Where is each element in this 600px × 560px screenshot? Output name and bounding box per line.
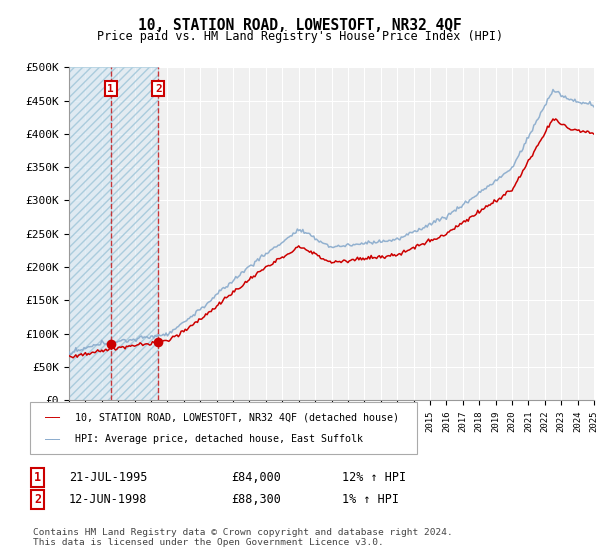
Text: ——: —— (45, 433, 60, 446)
Text: £84,000: £84,000 (231, 470, 281, 484)
Text: £88,300: £88,300 (231, 493, 281, 506)
Text: 1% ↑ HPI: 1% ↑ HPI (342, 493, 399, 506)
Text: 2: 2 (155, 83, 161, 94)
Text: HPI: Average price, detached house, East Suffolk: HPI: Average price, detached house, East… (75, 435, 363, 444)
Text: 1: 1 (34, 470, 41, 484)
Text: 10, STATION ROAD, LOWESTOFT, NR32 4QF (detached house): 10, STATION ROAD, LOWESTOFT, NR32 4QF (d… (75, 413, 399, 423)
Text: 10, STATION ROAD, LOWESTOFT, NR32 4QF: 10, STATION ROAD, LOWESTOFT, NR32 4QF (138, 18, 462, 33)
Text: 21-JUL-1995: 21-JUL-1995 (69, 470, 148, 484)
Bar (69, 67, 111, 400)
Bar (111, 67, 158, 400)
Text: 12% ↑ HPI: 12% ↑ HPI (342, 470, 406, 484)
Text: Price paid vs. HM Land Registry's House Price Index (HPI): Price paid vs. HM Land Registry's House … (97, 30, 503, 43)
Text: ——: —— (45, 411, 60, 424)
Text: Contains HM Land Registry data © Crown copyright and database right 2024.
This d: Contains HM Land Registry data © Crown c… (33, 528, 453, 547)
Text: 12-JUN-1998: 12-JUN-1998 (69, 493, 148, 506)
Text: 1: 1 (107, 83, 114, 94)
Text: 2: 2 (34, 493, 41, 506)
Bar (69, 67, 111, 400)
Bar (111, 67, 158, 400)
